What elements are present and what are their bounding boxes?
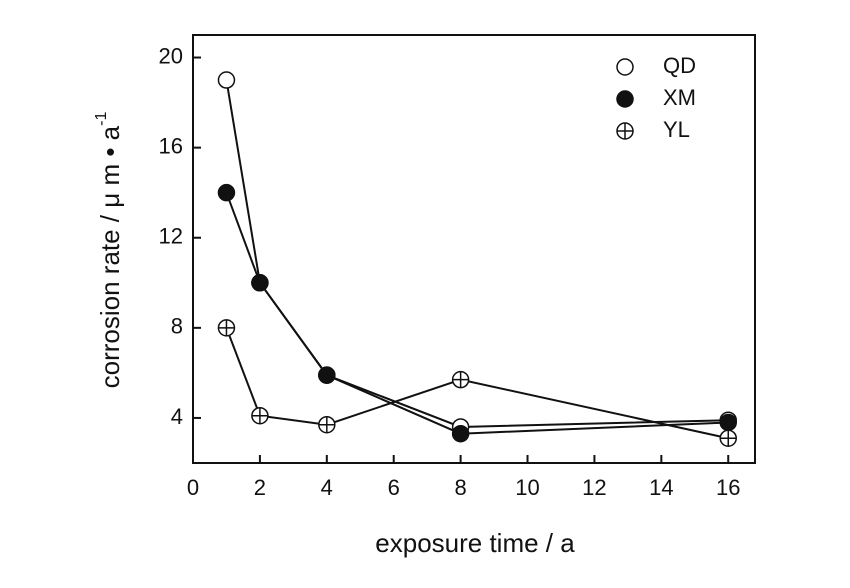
x-tick-label: 4 xyxy=(321,475,333,500)
x-tick-label: 6 xyxy=(388,475,400,500)
series-line xyxy=(225,192,729,435)
legend-label: XM xyxy=(663,85,696,110)
marker xyxy=(616,122,634,140)
y-tick-label: 4 xyxy=(171,404,183,429)
legend-label: QD xyxy=(663,53,696,78)
y-axis-label: corrosion rate / μ m • a-1 xyxy=(93,112,125,389)
x-tick-label: 10 xyxy=(515,475,539,500)
y-tick-label: 8 xyxy=(171,314,183,339)
y-axis-label-main: corrosion rate / μ m • a xyxy=(95,125,125,388)
y-tick-label: 20 xyxy=(159,43,183,68)
series-line xyxy=(225,79,729,428)
y-axis-label-superscript: -1 xyxy=(93,112,110,126)
x-tick-label: 14 xyxy=(649,475,673,500)
marker xyxy=(719,429,737,447)
x-tick-label: 16 xyxy=(716,475,740,500)
y-tick-label: 12 xyxy=(159,224,183,249)
marker xyxy=(616,58,634,76)
marker xyxy=(616,90,634,108)
marker xyxy=(217,183,236,202)
marker xyxy=(251,274,269,292)
marker xyxy=(251,406,269,425)
marker xyxy=(318,415,336,434)
marker xyxy=(451,424,470,443)
series-line xyxy=(225,327,729,440)
marker xyxy=(217,319,236,337)
marker xyxy=(318,366,336,384)
marker xyxy=(217,71,236,89)
legend-label: YL xyxy=(663,117,690,142)
x-tick-label: 2 xyxy=(254,475,266,500)
x-tick-label: 12 xyxy=(582,475,606,500)
marker xyxy=(719,413,737,432)
plot-frame xyxy=(192,34,756,464)
marker xyxy=(451,370,470,389)
x-tick-label: 0 xyxy=(187,475,199,500)
x-axis-label: exposure time / a xyxy=(375,528,575,558)
x-tick-label: 8 xyxy=(454,475,466,500)
y-tick-label: 16 xyxy=(159,133,183,158)
